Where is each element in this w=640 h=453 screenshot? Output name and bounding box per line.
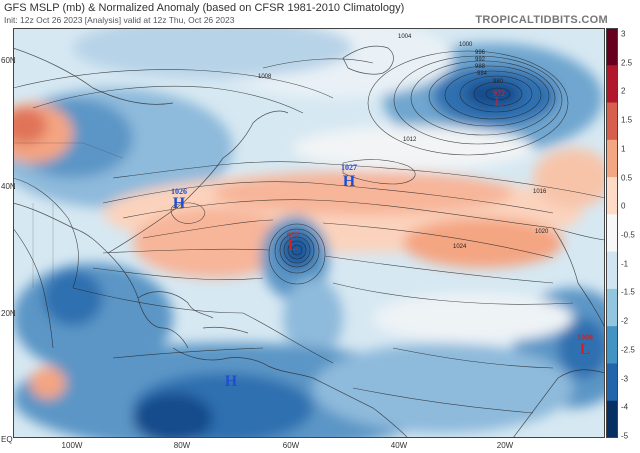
colorbar-tick-label: 1 xyxy=(621,144,626,154)
colorbar-tick-label: 1.5 xyxy=(621,115,633,125)
colorbar-swatch xyxy=(606,363,618,402)
colorbar-swatch xyxy=(606,400,618,438)
colorbar-tick-label: -3 xyxy=(621,374,629,384)
colorbar-tick-label: 0.5 xyxy=(621,173,633,183)
lon-label: 60W xyxy=(282,441,300,450)
colorbar-tick-label: -4 xyxy=(621,402,629,412)
colorbar-tick-label: -2 xyxy=(621,316,629,326)
lon-label: 80W xyxy=(173,441,191,450)
anomaly-field xyxy=(13,28,605,438)
colorbar-tick-label: 2.5 xyxy=(621,58,633,68)
colorbar-tick-label: -5 xyxy=(621,431,629,441)
center-letter: L xyxy=(580,341,591,358)
isobar-label: 1012 xyxy=(403,137,417,143)
isobar-label: 992 xyxy=(475,57,486,63)
colorbar-tick-label: -1.5 xyxy=(621,287,635,297)
map-frame xyxy=(13,28,605,438)
isobar-label: 980 xyxy=(493,79,504,85)
center-value: 977 xyxy=(287,231,299,240)
low-center: 1008 L xyxy=(577,333,593,358)
coastlines xyxy=(13,45,605,438)
center-letter: H xyxy=(225,373,238,390)
center-letter: L xyxy=(494,95,503,110)
isobar-label: 1024 xyxy=(453,244,467,250)
center-letter: H xyxy=(343,173,356,190)
isobar-label: 988 xyxy=(475,64,486,70)
brand-logo: TROPICALTIDBITS.COM xyxy=(475,14,608,26)
pressure-centers: 1027 H 1026 H 977 L 972 L 1008 L H xyxy=(171,89,593,390)
isobar-label: 1020 xyxy=(535,229,549,235)
colorbar-swatch xyxy=(606,326,618,364)
map-canvas: 1004 1000 996 992 988 984 980 1008 1012 … xyxy=(13,28,605,438)
lat-label: 60N xyxy=(1,56,16,65)
isobar-labels: 1004 1000 996 992 988 984 980 1008 1012 … xyxy=(258,34,549,250)
center-value: 972 xyxy=(493,89,505,98)
colorbar-swatch xyxy=(606,288,618,327)
colorbar-tick-label: 2 xyxy=(621,86,626,96)
isobar-label: 1000 xyxy=(459,42,473,48)
isobar-label: 1016 xyxy=(533,189,547,195)
isobar-label: 1004 xyxy=(398,34,412,40)
isobars xyxy=(13,50,605,414)
colorbar-tick-label: 0 xyxy=(621,201,626,211)
center-letter: H xyxy=(173,195,186,212)
colorbar-swatch xyxy=(606,28,618,66)
map-subtitle: Init: 12z Oct 26 2023 [Analysis] valid a… xyxy=(4,15,235,25)
colorbar-swatch xyxy=(606,251,618,290)
colorbar-swatch xyxy=(606,139,618,178)
lat-label: 40N xyxy=(1,182,16,191)
lat-label: EQ xyxy=(1,435,13,444)
colorbar-swatch xyxy=(606,102,618,141)
colorbar-tick-label: -2.5 xyxy=(621,345,635,355)
colorbar-swatch xyxy=(606,177,618,215)
low-center: 977 L xyxy=(287,231,299,254)
center-value: 1026 xyxy=(171,187,187,196)
colorbar-tick-label: -1 xyxy=(621,259,629,269)
center-value: 1027 xyxy=(341,163,357,172)
colorbar-swatch xyxy=(606,214,618,253)
isobar-label: 1008 xyxy=(258,74,272,80)
colorbar-tick-label: 3 xyxy=(621,29,626,39)
center-letter: L xyxy=(288,237,299,254)
colorbar-tick-label: -0.5 xyxy=(621,230,635,240)
colorbar xyxy=(606,28,618,438)
high-center: H xyxy=(225,373,238,390)
center-value: 1008 xyxy=(577,333,593,342)
lon-label: 40W xyxy=(390,441,408,450)
map-title: GFS MSLP (mb) & Normalized Anomaly (base… xyxy=(4,2,405,14)
lon-label: 100W xyxy=(61,441,83,450)
lat-label: 20N xyxy=(1,309,16,318)
high-center: 1027 H xyxy=(341,163,357,190)
isobar-label: 996 xyxy=(475,50,486,56)
isobar-label: 984 xyxy=(477,71,488,77)
lon-label: 20W xyxy=(496,441,514,450)
header-bar: GFS MSLP (mb) & Normalized Anomaly (base… xyxy=(0,0,640,28)
borders xyxy=(13,142,124,288)
low-center: 972 L xyxy=(493,89,505,110)
colorbar-swatch xyxy=(606,65,618,104)
colorbar-frame xyxy=(606,28,618,438)
high-center: 1026 H xyxy=(171,187,187,212)
